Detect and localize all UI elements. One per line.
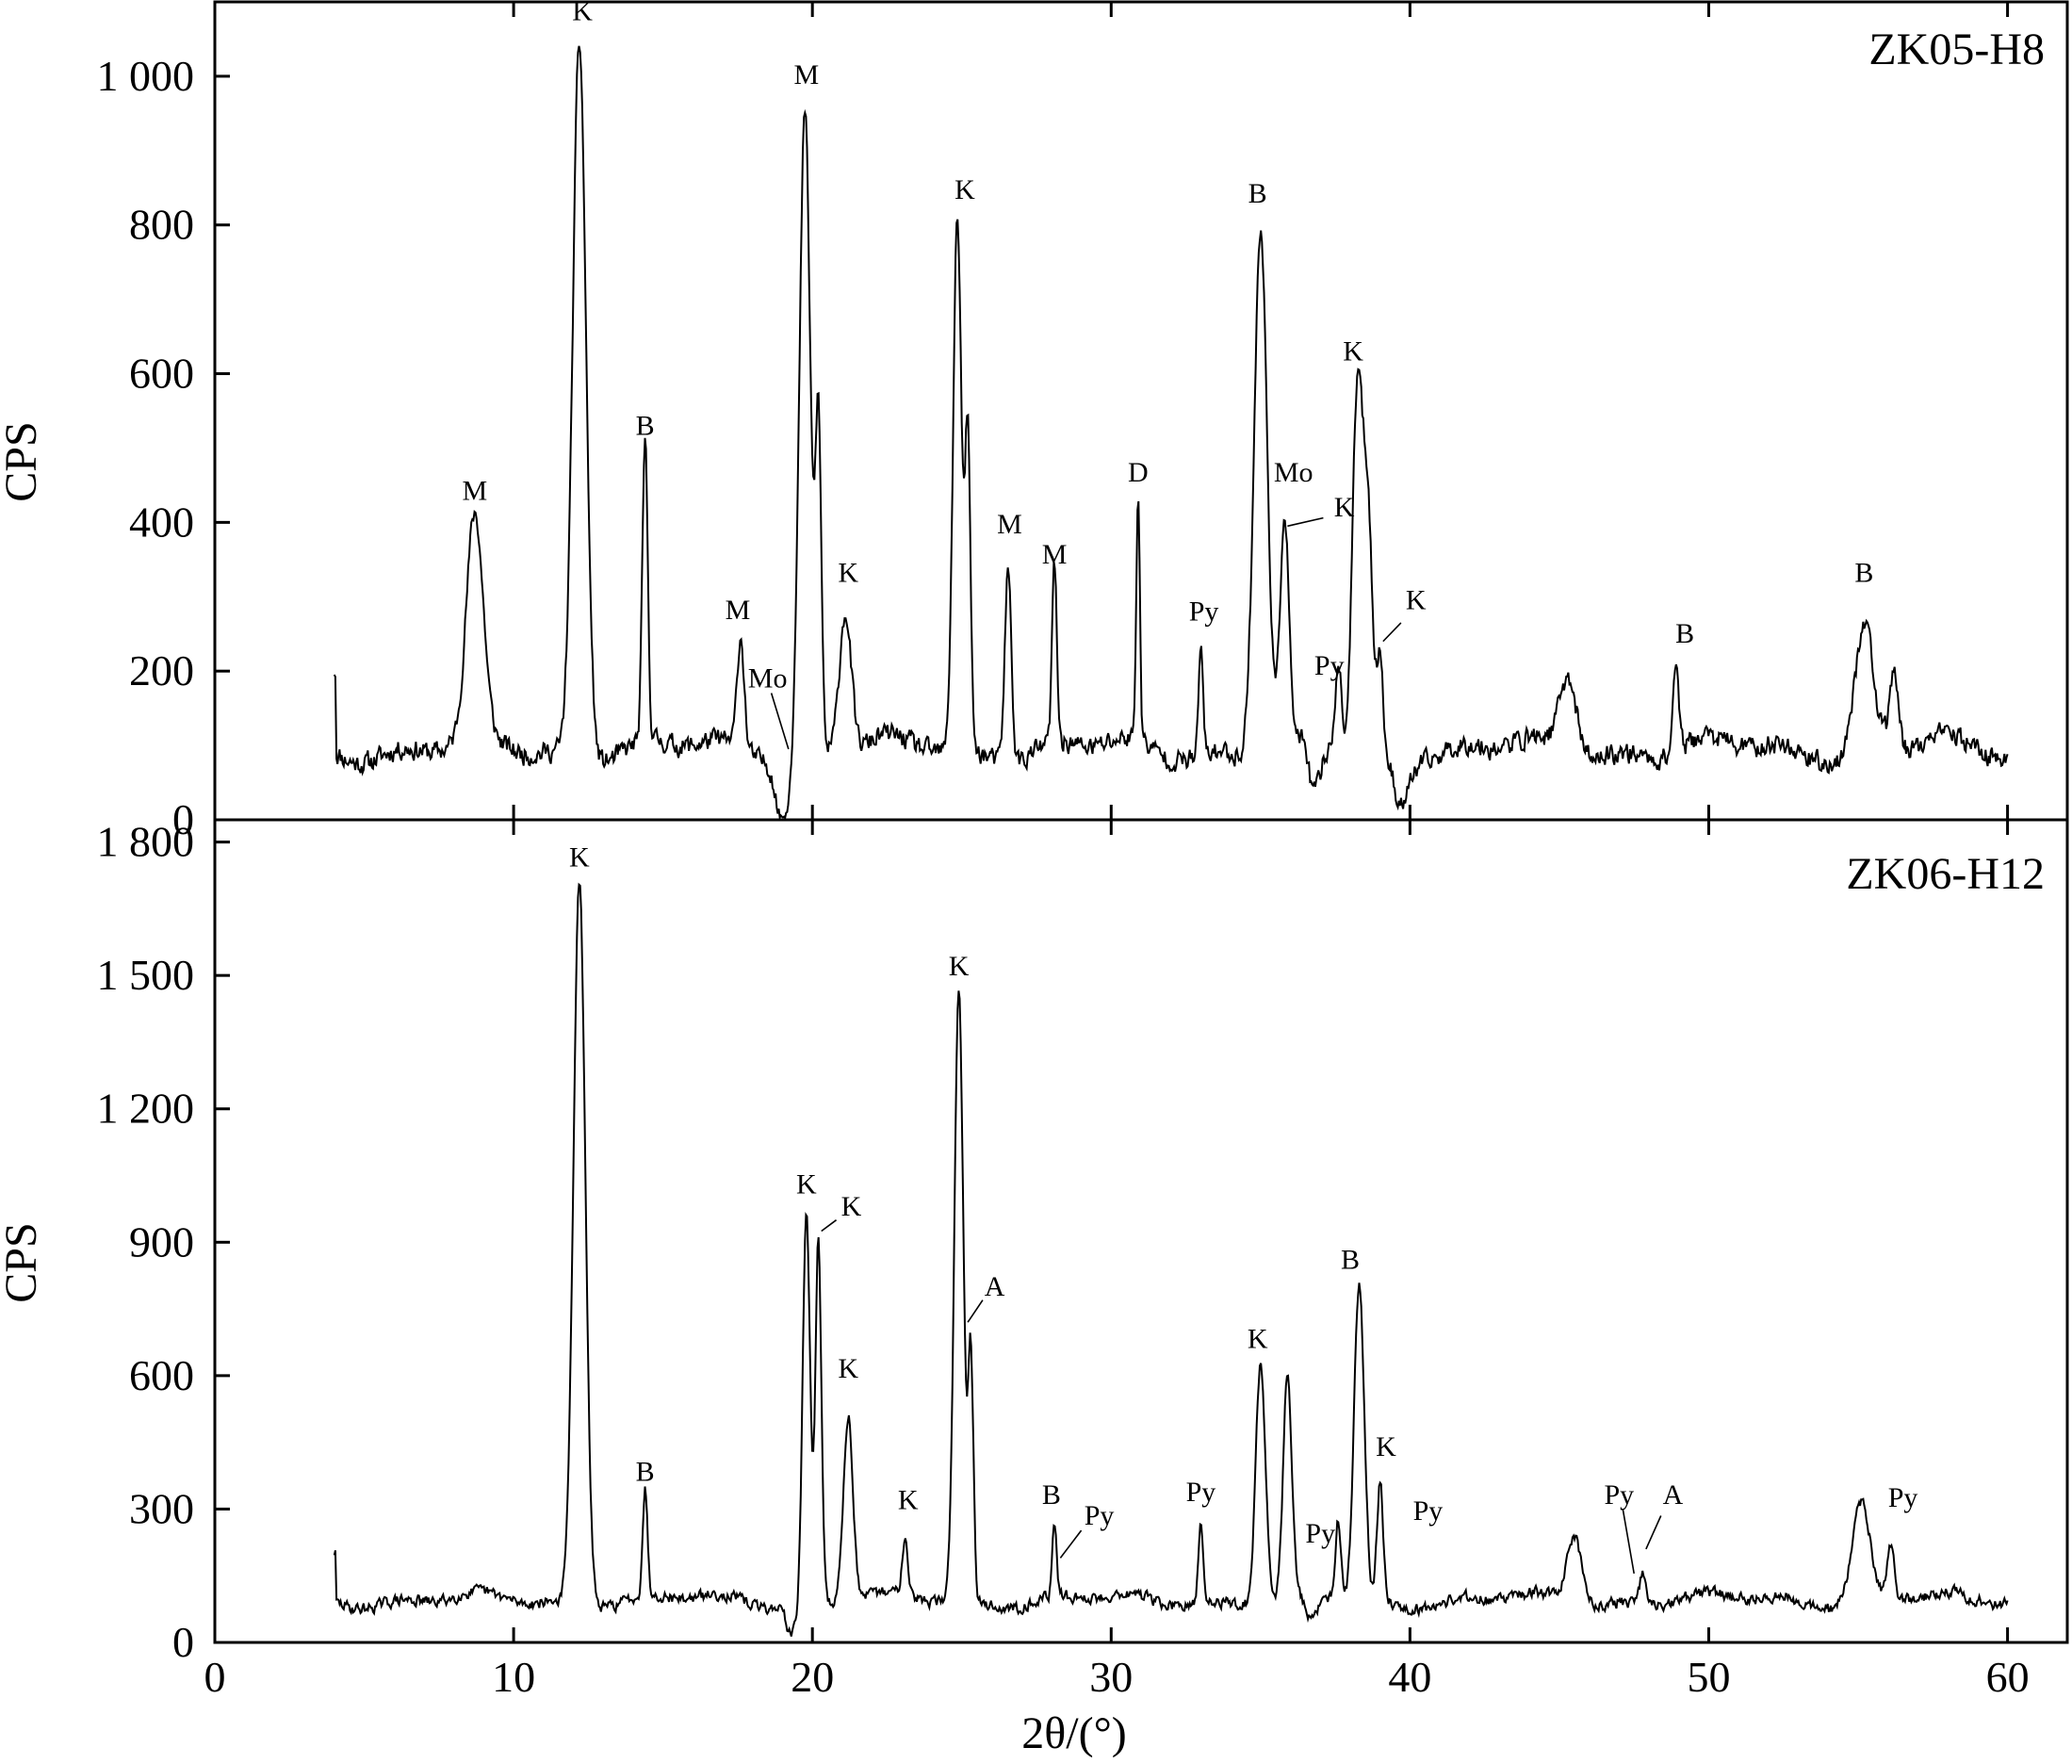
peak-label: Py — [1605, 1479, 1635, 1511]
y-tick-label: 0 — [172, 1618, 194, 1666]
leader-line — [967, 1299, 984, 1323]
peak-label: M — [726, 595, 751, 626]
y-axis-label: CPS — [0, 1222, 46, 1302]
y-tick-label: 600 — [129, 350, 194, 398]
y-tick-label: 300 — [129, 1484, 194, 1532]
y-tick-label: 800 — [129, 201, 194, 249]
y-tick-label: 1 500 — [97, 951, 195, 999]
x-tick-label: 0 — [204, 1653, 226, 1701]
sample-label: ZK06-H12 — [1846, 849, 2045, 899]
peak-label: K — [796, 1168, 817, 1200]
peak-label: Py — [1305, 1518, 1335, 1549]
peak-label: K — [838, 1353, 858, 1384]
x-tick-label: 60 — [1986, 1653, 2030, 1701]
peak-label: A — [985, 1271, 1005, 1302]
peak-label: K — [1334, 492, 1355, 523]
peak-label: M — [1042, 539, 1068, 570]
y-tick-label: 1 200 — [97, 1085, 195, 1133]
peak-label: Py — [1186, 1477, 1216, 1508]
peak-label: K — [1248, 1324, 1268, 1355]
peak-label: K — [1343, 335, 1363, 367]
peak-label: M — [794, 59, 820, 90]
peak-label: B — [636, 410, 655, 441]
peak-label: K — [1376, 1431, 1396, 1462]
y-tick-labels: 0 200 400 600 800 1 000 — [97, 52, 195, 843]
peak-label: K — [572, 0, 593, 27]
y-tick-labels: 0 300 600 900 1 200 1 500 1 800 — [97, 818, 195, 1666]
series-line — [333, 882, 2009, 1637]
sample-label: ZK05-H8 — [1868, 24, 2045, 74]
peak-label: B — [1341, 1245, 1360, 1276]
y-tick-label: 0 — [172, 795, 194, 843]
peak-label: Py — [1314, 650, 1345, 681]
x-tick-label: 30 — [1089, 1653, 1133, 1701]
peak-label: K — [569, 842, 590, 874]
peak-label: B — [1248, 178, 1267, 209]
y-tick-label: 600 — [129, 1351, 194, 1399]
peak-label: M — [463, 476, 488, 507]
peak-label: M — [997, 509, 1022, 540]
y-tick-label: 900 — [129, 1217, 194, 1266]
leader-line — [1622, 1509, 1635, 1574]
x-tick-label: 40 — [1388, 1653, 1431, 1701]
peak-label: Py — [1085, 1500, 1115, 1531]
peak-label: K — [1406, 585, 1427, 616]
x-tick-label: 10 — [492, 1653, 535, 1701]
series-line — [333, 45, 2009, 822]
peak-label: K — [898, 1484, 919, 1515]
leader-line — [1382, 622, 1402, 643]
peak-label: Py — [1888, 1482, 1918, 1513]
y-tick-label: 200 — [129, 646, 194, 694]
peak-label: A — [1663, 1479, 1684, 1511]
peak-label: Py — [1413, 1495, 1444, 1527]
peak-label: K — [949, 951, 970, 982]
peak-label: Mo — [748, 663, 788, 694]
peak-label: B — [1675, 618, 1694, 649]
leader-line — [770, 693, 790, 750]
leader-line — [1645, 1515, 1662, 1550]
plot-frame — [213, 818, 2069, 1644]
peak-label: B — [1042, 1479, 1061, 1511]
peak-label: K — [841, 1191, 862, 1222]
leader-line — [1059, 1529, 1083, 1559]
peak-label: K — [838, 557, 858, 588]
y-tick-label: 400 — [129, 498, 194, 546]
peak-label: B — [636, 1457, 655, 1488]
peak-label: K — [954, 174, 975, 205]
x-axis-label: 2θ/(°) — [1021, 1708, 1127, 1758]
axis-ticks — [213, 2, 2010, 822]
leader-line — [821, 1219, 838, 1233]
leader-line — [1287, 516, 1324, 528]
y-axis-label: CPS — [0, 421, 46, 501]
y-tick-label: 1 800 — [97, 818, 195, 866]
x-tick-labels: 0 10 20 30 40 50 60 — [204, 1653, 2030, 1701]
peak-label: D — [1128, 457, 1149, 488]
x-tick-label: 20 — [791, 1653, 834, 1701]
y-tick-label: 1 000 — [97, 52, 195, 100]
axis-ticks — [213, 820, 2010, 1644]
peak-label: Mo — [1274, 457, 1313, 488]
peak-label: B — [1854, 557, 1873, 588]
peak-label: Py — [1189, 596, 1219, 628]
x-tick-label: 50 — [1687, 1653, 1730, 1701]
